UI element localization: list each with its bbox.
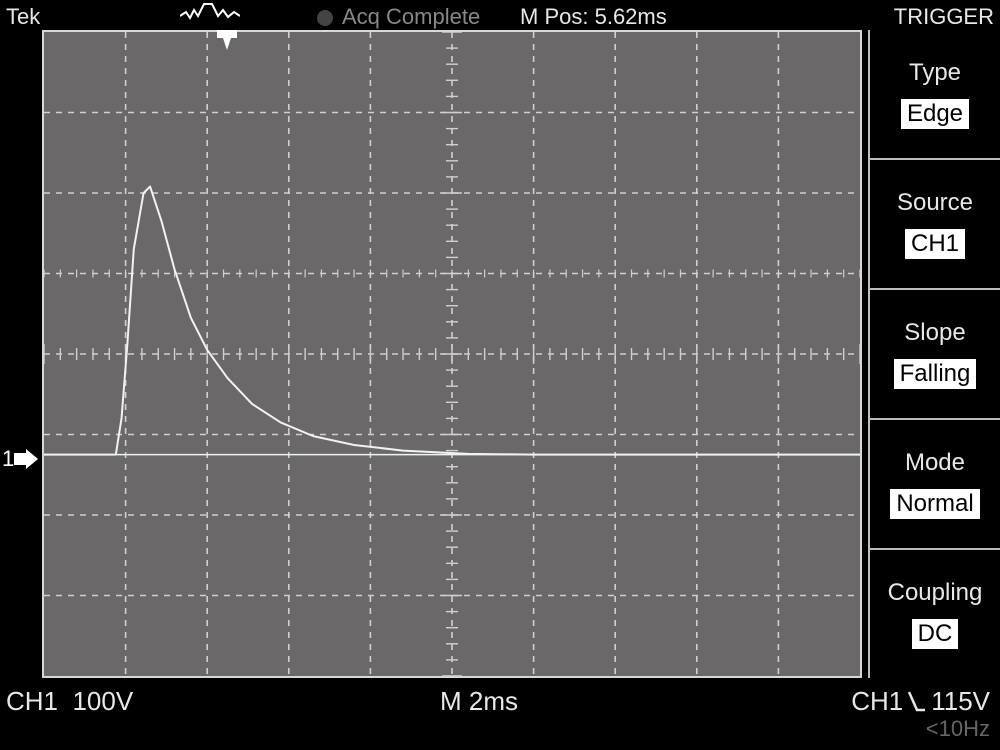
mpos-value: 5.62ms <box>595 4 667 29</box>
menu-section-mode[interactable]: Mode Normal <box>870 420 1000 550</box>
menu-label: Type <box>909 59 961 87</box>
trigger-source: CH1 <box>851 686 903 717</box>
timebase-readout: M 2ms <box>440 686 518 717</box>
menu-section-source[interactable]: Source CH1 <box>870 160 1000 290</box>
top-bar: Tek Acq Complete M Pos: 5.62ms TRIGGER <box>0 0 1000 30</box>
trigger-menu-panel: Type Edge Source CH1 Slope Falling Mode … <box>868 30 1000 678</box>
acq-status-text: Acq Complete <box>342 4 480 30</box>
falling-edge-icon <box>907 690 927 714</box>
ch1-marker-label: 1 <box>2 446 14 472</box>
waveform-display[interactable] <box>42 30 862 678</box>
right-arrow-icon <box>14 449 38 469</box>
trigger-readout: CH1 115V <box>851 686 990 717</box>
mpos-readout: M Pos: 5.62ms <box>520 4 667 30</box>
menu-value: DC <box>912 619 959 649</box>
menu-value: CH1 <box>905 229 965 259</box>
mpos-label: M Pos: <box>520 4 588 29</box>
trigger-level: 115V <box>931 686 990 717</box>
menu-label: Source <box>897 189 973 217</box>
oscilloscope-screen: Tek Acq Complete M Pos: 5.62ms TRIGGER 1 <box>0 0 1000 750</box>
menu-value: Falling <box>894 359 977 389</box>
frequency-readout: <10Hz <box>926 716 990 742</box>
acq-status-dot-icon <box>317 10 333 26</box>
ch1-label: CH1 <box>6 686 58 716</box>
brand-label: Tek <box>6 4 40 30</box>
menu-section-type[interactable]: Type Edge <box>870 30 1000 160</box>
menu-value: Edge <box>901 99 969 129</box>
timebase-scale: 2ms <box>469 686 518 716</box>
menu-value: Normal <box>890 489 979 519</box>
trigger-menu-title: TRIGGER <box>894 4 994 30</box>
bottom-bar: CH1 100V M 2ms CH1 115V <10Hz <box>0 682 1000 746</box>
menu-label: Slope <box>904 319 965 347</box>
ch1-scale: 100V <box>72 686 133 716</box>
menu-section-coupling[interactable]: Coupling DC <box>870 550 1000 678</box>
menu-label: Coupling <box>888 579 983 607</box>
timebase-label: M <box>440 686 462 716</box>
trigger-position-marker-icon <box>213 30 241 57</box>
menu-section-slope[interactable]: Slope Falling <box>870 290 1000 420</box>
ch1-scale-readout: CH1 100V <box>6 686 133 717</box>
menu-label: Mode <box>905 449 965 477</box>
waveform-trace <box>44 32 860 676</box>
ch1-ground-marker: 1 <box>2 446 38 472</box>
